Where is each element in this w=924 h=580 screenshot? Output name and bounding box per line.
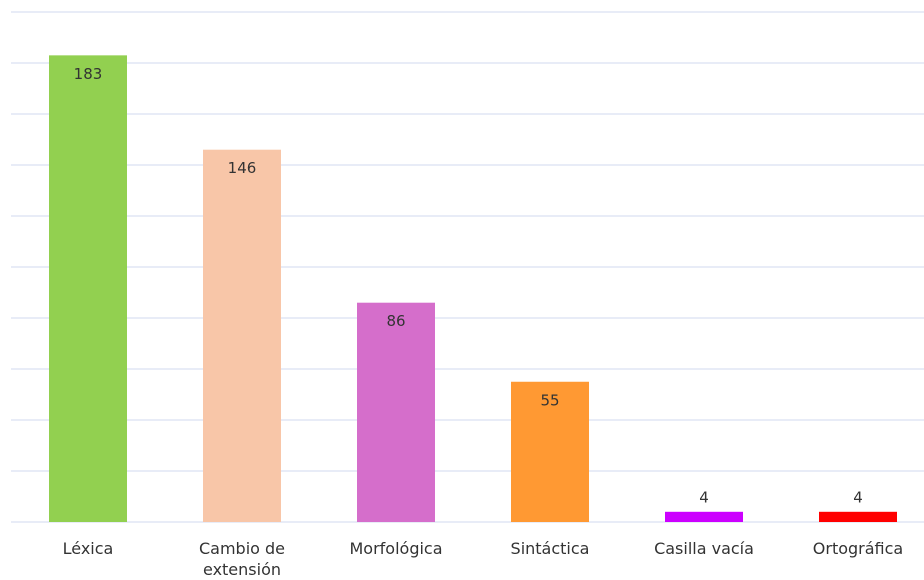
bar (511, 381, 589, 522)
x-tick-label: Ortográfica (812, 539, 904, 558)
x-tick-label: Sintáctica (510, 539, 590, 558)
bar (665, 511, 743, 522)
data-label: 4 (853, 488, 863, 506)
data-label: 146 (228, 159, 257, 177)
bar (49, 55, 127, 522)
data-label: 183 (74, 65, 103, 83)
data-label: 55 (540, 391, 559, 409)
bar (357, 302, 435, 522)
bar (819, 511, 897, 522)
x-tick-label: Casilla vacía (654, 539, 754, 558)
x-tick-label: Morfológica (349, 539, 443, 558)
bar (203, 149, 281, 522)
x-tick-label: Cambio de extensión (198, 539, 286, 579)
x-tick-label: Léxica (62, 539, 114, 558)
data-label: 4 (699, 488, 709, 506)
data-label: 86 (386, 312, 405, 330)
